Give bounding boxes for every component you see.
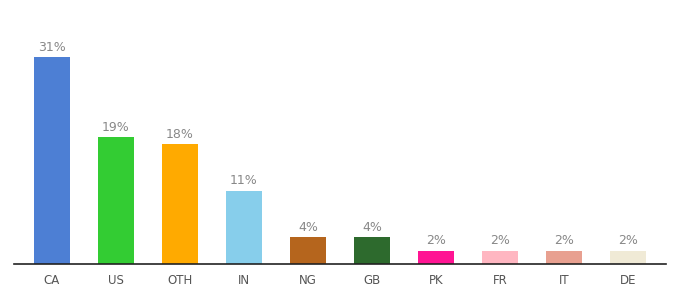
Bar: [290, 237, 326, 264]
Bar: [354, 237, 390, 264]
Text: 31%: 31%: [38, 41, 66, 54]
Text: 2%: 2%: [490, 234, 510, 247]
Bar: [611, 251, 645, 264]
Bar: [418, 251, 454, 264]
Bar: [547, 251, 581, 264]
Bar: [226, 191, 262, 264]
Text: 2%: 2%: [426, 234, 446, 247]
Text: 4%: 4%: [298, 221, 318, 234]
Bar: [482, 251, 517, 264]
Bar: [99, 137, 133, 264]
Text: 18%: 18%: [166, 128, 194, 141]
Bar: [163, 144, 198, 264]
Text: 4%: 4%: [362, 221, 382, 234]
Bar: [35, 57, 69, 264]
Text: 19%: 19%: [102, 121, 130, 134]
Text: 11%: 11%: [230, 174, 258, 187]
Text: 2%: 2%: [554, 234, 574, 247]
Text: 2%: 2%: [618, 234, 638, 247]
